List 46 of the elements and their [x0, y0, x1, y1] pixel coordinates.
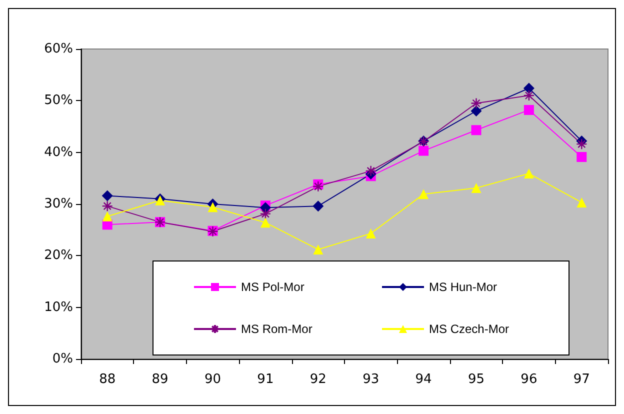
point: [366, 228, 376, 238]
point: [365, 165, 376, 177]
point: [471, 125, 482, 136]
y-tick-label: 20%: [44, 248, 73, 264]
point: [576, 152, 587, 162]
x-tick-label: 95: [468, 372, 485, 387]
legend-label: MS Czech-Mor: [429, 322, 510, 336]
x-tick-label: 89: [152, 372, 168, 387]
point: [102, 211, 112, 222]
y-tick-label: 50%: [44, 93, 73, 108]
x-tick-label: 96: [520, 372, 538, 387]
x-tick-label: 94: [415, 372, 432, 387]
legend-label: MS Pol-Mor: [241, 280, 304, 294]
x-tick-label: 97: [573, 372, 590, 387]
legend-label: MS Rom-Mor: [241, 322, 312, 336]
point: [576, 197, 587, 208]
point: [102, 190, 113, 202]
point: [576, 138, 588, 150]
point: [260, 218, 270, 228]
y-tick-label: 40%: [44, 144, 73, 160]
point: [470, 98, 482, 109]
y-tick-label: 10%: [44, 300, 73, 315]
point: [312, 180, 324, 192]
legend-label: MS Hun-Mor: [429, 280, 498, 294]
y-tick-label: 0%: [52, 352, 73, 366]
point: [470, 106, 482, 116]
point: [523, 90, 535, 102]
point: [418, 189, 429, 200]
point: [102, 200, 113, 212]
point: [471, 182, 482, 193]
point: [524, 168, 534, 179]
x-tick-label: 90: [204, 372, 222, 387]
point: [312, 200, 324, 212]
x-tick-label: 88: [99, 372, 116, 387]
point: [418, 146, 429, 156]
x-tick-label: 93: [362, 372, 380, 387]
point: [524, 104, 534, 115]
point: [260, 202, 271, 214]
y-tick-label: 30%: [44, 196, 73, 212]
point: [523, 82, 534, 94]
point: [208, 202, 218, 212]
x-tick-label: 91: [257, 372, 274, 387]
y-tick-label: 60%: [44, 42, 73, 56]
x-tick-label: 92: [310, 372, 326, 387]
point: [260, 208, 272, 220]
point: [313, 244, 324, 254]
